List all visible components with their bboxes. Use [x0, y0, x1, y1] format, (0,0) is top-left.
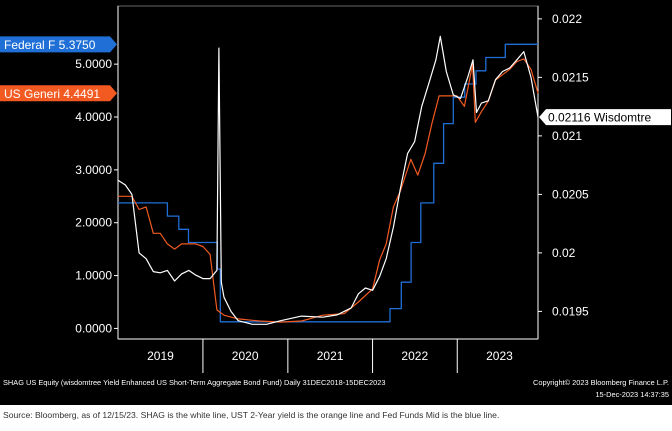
footer-left-text: SHAG US Equity (wisdomtree Yield Enhance…: [3, 378, 385, 387]
x-tick-label: 2020: [232, 349, 259, 363]
right-tick-label: 0.022: [552, 12, 582, 26]
x-tick-label: 2023: [486, 349, 513, 363]
series-layer: [117, 35, 539, 325]
tag-background: [539, 109, 671, 126]
left-tick-label: 4.0000: [75, 110, 112, 124]
plot-area: [117, 5, 539, 340]
tag-label: 0.02116 Wisdomtre: [548, 111, 651, 125]
left-tick-label: 0.0000: [75, 321, 112, 335]
x-axis-ticks: 2019 2020 2021 2022 2023: [147, 339, 513, 373]
left-axis-ticks: 0.0000 1.0000 2.0000 3.0000 4.0000 5.0000: [75, 57, 118, 335]
tag-label: Federal F 5.3750: [4, 38, 96, 52]
right-tick-label: 0.02: [552, 246, 576, 260]
right-tick-label: 0.0195: [552, 304, 589, 318]
right-tick-label: 0.0215: [552, 70, 589, 84]
footer-date-text: 15-Dec-2023 14:37:35: [595, 390, 669, 399]
shag-tag: 0.02116 Wisdomtre: [539, 109, 671, 126]
x-tick-label: 2022: [401, 349, 428, 363]
ust-2yr-line: [118, 58, 539, 323]
legend-tags: Federal F 5.3750 US Generi 4.4491 0.02116 …: [0, 36, 671, 126]
right-tick-label: 0.021: [552, 129, 582, 143]
footer-copyright-text: Copyright© 2023 Bloomberg Finance L.P.: [533, 378, 669, 387]
line-chart: 0.0000 1.0000 2.0000 3.0000 4.0000 5.0000 0.0…: [0, 5, 671, 399]
left-tick-label: 5.0000: [75, 57, 112, 71]
left-tick-label: 2.0000: [75, 216, 112, 230]
x-tick-label: 2019: [147, 349, 174, 363]
tag-label: US Generi 4.4491: [4, 87, 100, 101]
fed-funds-tag: Federal F 5.3750: [0, 36, 117, 53]
left-tick-label: 1.0000: [75, 269, 112, 283]
ust-2yr-tag: US Generi 4.4491: [0, 85, 117, 102]
tag-background: [0, 85, 117, 102]
fed-funds-line: [118, 43, 538, 323]
shag-line: [117, 35, 539, 325]
right-tick-label: 0.0205: [552, 187, 589, 201]
chart-panel: 0.0000 1.0000 2.0000 3.0000 4.0000 5.0000 0.0…: [0, 0, 672, 405]
right-axis-ticks: 0.0195 0.02 0.0205 0.021 0.0215 0.022: [538, 12, 589, 318]
source-note: Source: Bloomberg, as of 12/15/23. SHAG …: [3, 410, 500, 420]
tag-background: [0, 36, 117, 53]
left-tick-label: 3.0000: [75, 163, 112, 177]
x-tick-label: 2021: [317, 349, 344, 363]
